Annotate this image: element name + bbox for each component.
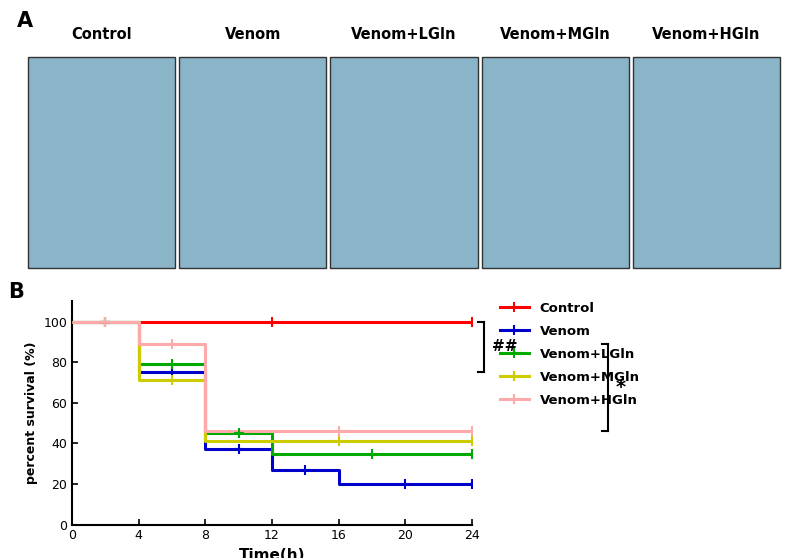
Y-axis label: percent survival (%): percent survival (%) [25,341,38,484]
Text: B: B [8,282,24,302]
Bar [633,57,780,268]
Bar [179,57,326,268]
Text: Venom+LGln: Venom+LGln [351,27,457,42]
Bar [28,57,175,268]
Text: Control: Control [71,27,132,42]
Bar [330,57,478,268]
Text: A: A [16,11,33,31]
Text: Venom+MGln: Venom+MGln [500,27,610,42]
Text: Venom+HGln: Venom+HGln [652,27,761,42]
X-axis label: Time(h): Time(h) [238,548,306,558]
Text: Venom: Venom [225,27,281,42]
Bar [482,57,629,268]
Legend: Control, Venom, Venom+LGln, Venom+MGln, Venom+HGln: Control, Venom, Venom+LGln, Venom+MGln, … [494,297,645,412]
Text: *: * [616,378,626,397]
Text: ##: ## [492,339,518,354]
